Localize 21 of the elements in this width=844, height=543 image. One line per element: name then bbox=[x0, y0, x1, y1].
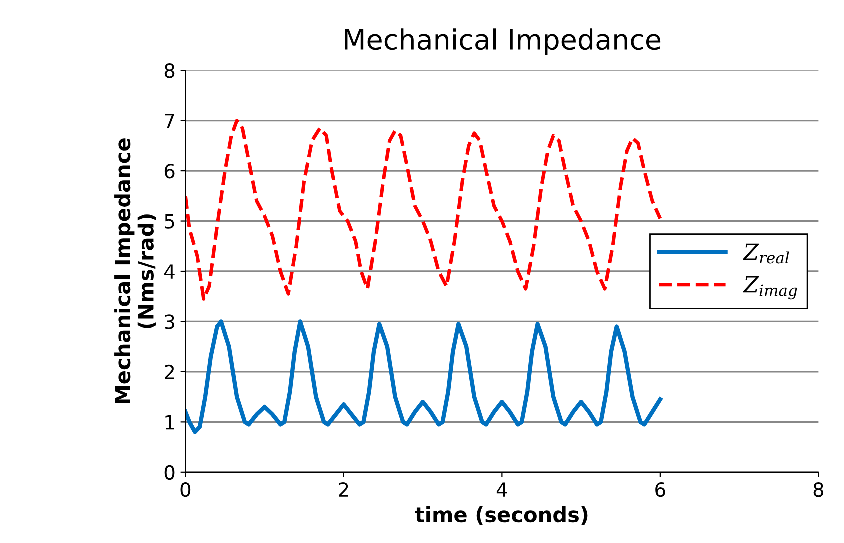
x-tick-label: 2 bbox=[339, 482, 348, 497]
y-axis-title: Mechanical Impedance (Nms/rad) bbox=[114, 138, 156, 404]
y-tick-label: 3 bbox=[165, 314, 174, 330]
line-series bbox=[186, 119, 662, 301]
y-tick-label: 4 bbox=[164, 264, 175, 279]
y-tick-label: 5 bbox=[165, 214, 174, 229]
x-tick-label: 8 bbox=[814, 482, 824, 498]
legend-label: Z$_{imag}$ bbox=[742, 276, 798, 300]
y-tick-label: 7 bbox=[165, 114, 174, 128]
chart-title: Mechanical Impedance bbox=[345, 28, 661, 56]
legend-label: Z$_{real}$ bbox=[742, 244, 790, 264]
y-tick-label: 2 bbox=[165, 364, 174, 380]
y-tick-label: 6 bbox=[164, 164, 175, 179]
x-axis-title: time (seconds) bbox=[415, 506, 588, 526]
y-tick-label: 1 bbox=[166, 415, 174, 430]
y-tick-label: 8 bbox=[164, 64, 175, 78]
x-tick-label: 0 bbox=[180, 482, 191, 498]
y-tick-label: 0 bbox=[164, 465, 175, 480]
x-tick-label: 4 bbox=[496, 482, 508, 497]
x-tick-label: 6 bbox=[656, 482, 666, 498]
line-series bbox=[186, 320, 663, 434]
